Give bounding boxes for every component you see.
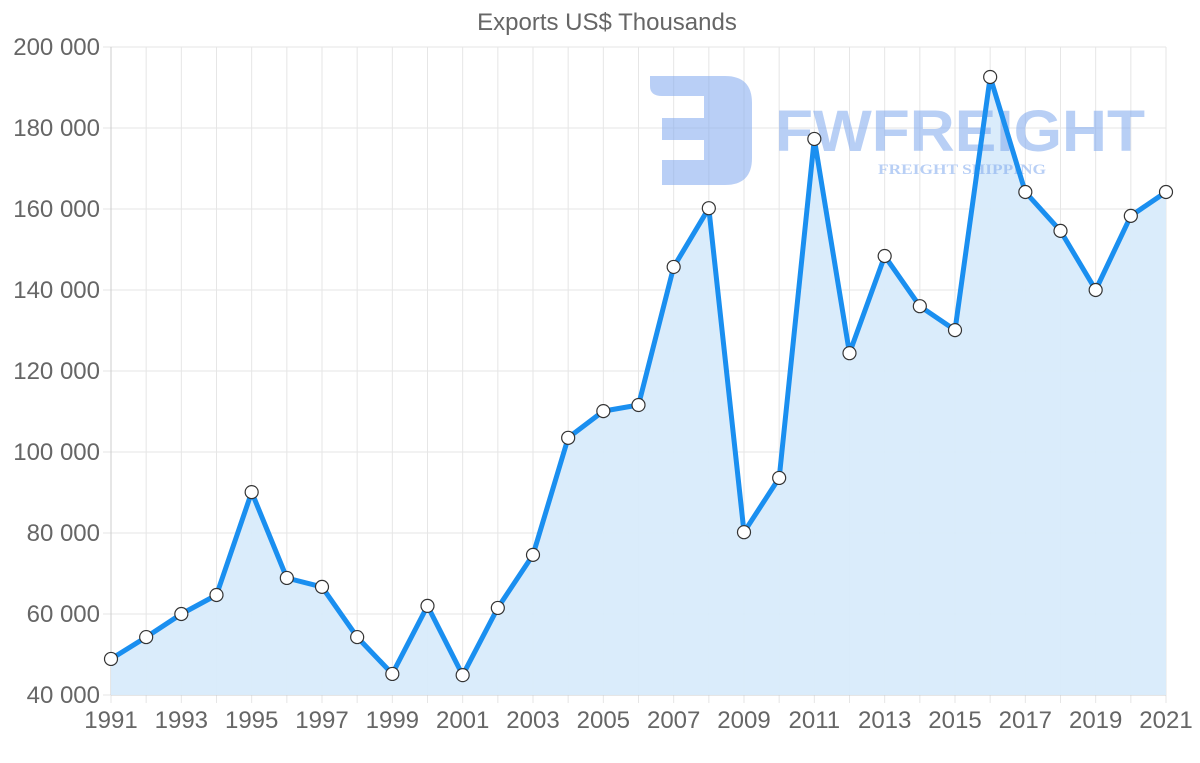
data-point[interactable]: 2005: 110100 xyxy=(596,403,611,419)
data-point[interactable]: 2004: 103500 xyxy=(561,430,576,445)
data-point[interactable]: 2001: 44900 xyxy=(455,668,470,683)
x-tick-label: 1991 xyxy=(84,707,137,734)
x-tick-label: 1993 xyxy=(155,707,208,734)
data-point[interactable]: 2013: 148400 xyxy=(877,248,892,264)
data-point[interactable]: 2014: 136000 xyxy=(912,299,927,314)
data-point[interactable]: 1994: 64700 xyxy=(209,587,224,603)
x-tick-label: 2011 xyxy=(789,707,841,734)
x-tick-label: 1999 xyxy=(366,707,419,734)
data-point[interactable]: 1997: 66700 xyxy=(314,579,330,594)
y-tick-label: 100 000 xyxy=(13,439,100,466)
data-point[interactable]: 1995: 90100 xyxy=(244,484,259,500)
x-tick-label: 2021 xyxy=(1139,707,1192,734)
x-tick-label: 2005 xyxy=(577,707,630,734)
data-point[interactable]: 2011: 177300 xyxy=(807,131,822,147)
brand-logo-icon xyxy=(650,76,752,185)
data-point[interactable]: 2017: 164200 xyxy=(1018,184,1033,200)
x-axis-ticks: 1991 1993 1995 1997 1999 2001 2003 2005 2007 2009… xyxy=(84,707,1192,734)
data-point[interactable]: 1999: 45200 xyxy=(385,666,400,682)
y-tick-label: 180 000 xyxy=(13,115,100,142)
data-point[interactable]: 2007: 145700 xyxy=(666,259,681,275)
watermark-logo: FWFREIGHT FREIGHT SHIPPING xyxy=(650,76,1145,185)
y-tick-label: 160 000 xyxy=(13,196,100,223)
data-point[interactable]: 2010: 93600 xyxy=(772,470,787,486)
data-point[interactable]: 2008: 160200 xyxy=(701,201,716,216)
data-point[interactable]: 2018: 154600 xyxy=(1053,223,1068,238)
y-tick-label: 80 000 xyxy=(27,520,100,547)
data-point[interactable]: 2002: 61500 xyxy=(490,600,505,616)
x-tick-label: 1997 xyxy=(295,707,348,734)
watermark-brand: FWFREIGHT xyxy=(775,99,1145,164)
x-tick-label: 2007 xyxy=(647,707,700,734)
area-fill-path xyxy=(111,77,1166,695)
y-tick-label: 200 000 xyxy=(13,34,100,61)
x-tick-label: 2009 xyxy=(717,707,770,734)
chart-title: Exports US$ Thousands xyxy=(477,9,737,36)
data-point[interactable]: 2021: 164200 xyxy=(1158,184,1174,200)
data-point[interactable]: 2003: 74600 xyxy=(525,547,541,562)
data-point[interactable]: 2012: 124400 xyxy=(842,346,857,361)
y-tick-label: 60 000 xyxy=(27,601,100,628)
y-tick-label: 40 000 xyxy=(27,682,100,709)
x-tick-label: 1995 xyxy=(225,707,278,734)
x-tick-label: 2017 xyxy=(999,707,1052,734)
data-point[interactable]: 1996: 68900 xyxy=(279,570,294,586)
y-tick-label: 120 000 xyxy=(13,358,100,385)
data-point[interactable]: 2015: 130100 xyxy=(947,322,963,338)
x-tick-label: 2019 xyxy=(1069,707,1122,734)
x-tick-label: 2001 xyxy=(436,707,489,734)
x-tick-label: 2013 xyxy=(858,707,911,734)
data-point[interactable]: 1992: 54300 xyxy=(139,629,154,645)
x-tick-label: 2003 xyxy=(506,707,559,734)
area-fill xyxy=(111,77,1166,695)
data-point[interactable]: 2016: 192600 xyxy=(983,69,998,85)
watermark-tagline: FREIGHT SHIPPING xyxy=(878,162,1046,178)
y-tick-label: 140 000 xyxy=(13,277,100,304)
data-point[interactable]: 1998: 54300 xyxy=(350,629,365,645)
data-point[interactable]: 2020: 158300 xyxy=(1123,208,1138,223)
data-point[interactable]: 2009: 80200 xyxy=(736,525,752,540)
x-tick-label: 2015 xyxy=(928,707,981,734)
data-point[interactable]: 1991: 48900 xyxy=(103,651,119,667)
y-axis-ticks: 200 000 180 000 160 000 140 000 120 000 100 0… xyxy=(13,34,100,709)
data-point[interactable]: 2006: 111600 xyxy=(631,397,646,413)
